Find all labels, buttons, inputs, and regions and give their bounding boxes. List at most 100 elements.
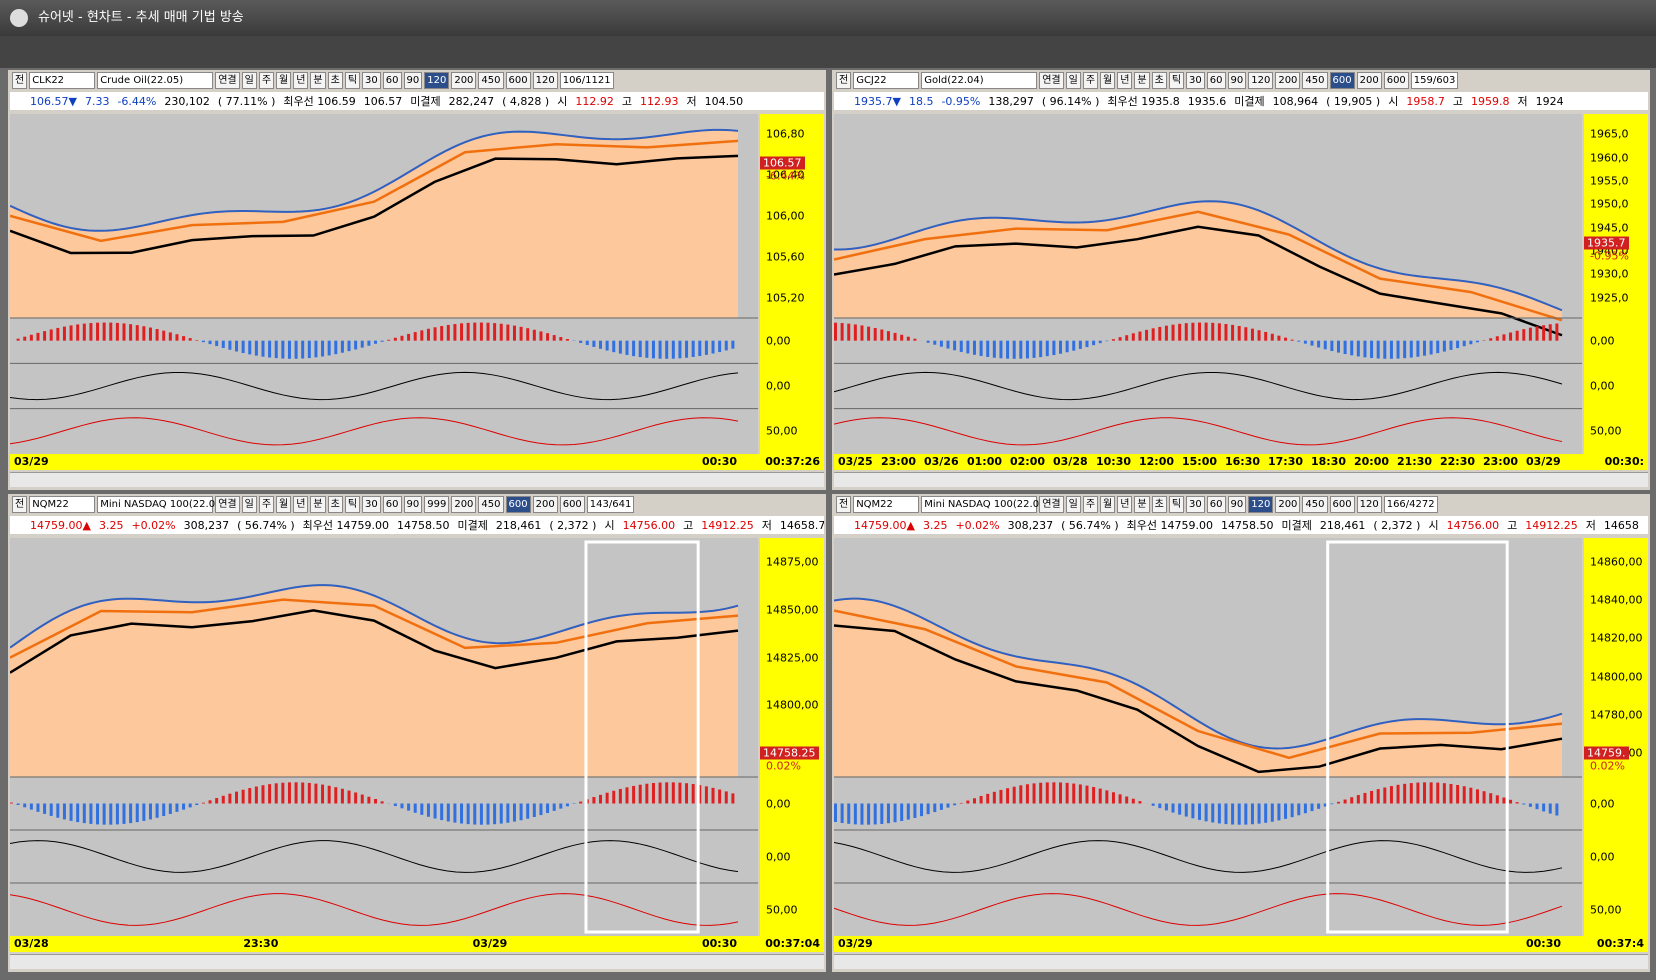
period-button[interactable]: 초 (1151, 71, 1167, 89)
period-button[interactable]: 년 (293, 71, 309, 89)
period-button[interactable]: 분 (1134, 495, 1150, 513)
oscillator (10, 371, 739, 401)
scrollbar[interactable] (834, 954, 1648, 969)
period-button[interactable]: 틱 (1168, 495, 1185, 513)
period-button[interactable]: 년 (1117, 495, 1133, 513)
period-button[interactable]: 450 (1302, 71, 1328, 89)
period-button[interactable]: 60 (382, 495, 402, 513)
period-button[interactable]: 일 (241, 495, 257, 513)
code-select[interactable]: NQM22 (853, 495, 920, 513)
period-button[interactable]: 분 (1134, 71, 1150, 89)
period-button[interactable]: 120 (1356, 495, 1382, 513)
quote-field: ( 19,905 ) (1326, 94, 1381, 108)
period-button[interactable]: 주 (1082, 495, 1099, 513)
period-button[interactable]: 월 (276, 71, 292, 89)
period-button[interactable]: 주 (258, 495, 275, 513)
period-button[interactable]: 200 (1356, 71, 1382, 89)
period-button[interactable]: 90 (403, 495, 423, 513)
quote-field: 112.93 (639, 94, 679, 108)
period-button[interactable]: 200 (1275, 495, 1301, 513)
histogram-bar (1323, 803, 1327, 807)
period-button[interactable]: 분 (310, 71, 326, 89)
period-button[interactable]: 초 (327, 495, 343, 513)
histogram-bar (1515, 802, 1519, 804)
period-button[interactable]: 90 (1227, 71, 1247, 89)
period-button[interactable]: 120 (1248, 495, 1274, 513)
histogram-bar (546, 803, 550, 814)
period-button[interactable]: 200 (451, 71, 477, 89)
period-button[interactable]: 60 (1206, 71, 1226, 89)
period-button[interactable]: 60 (382, 71, 402, 89)
histogram-bar (658, 782, 662, 804)
period-button[interactable]: 틱 (344, 71, 361, 89)
code-select[interactable]: CLK22 (29, 71, 96, 89)
period-button[interactable]: 450 (1302, 495, 1328, 513)
histogram-bar (407, 803, 411, 811)
period-button[interactable]: 200 (451, 495, 477, 513)
period-button[interactable]: 틱 (1168, 71, 1185, 89)
period-button[interactable]: 30 (362, 495, 381, 513)
period-button[interactable]: 월 (1100, 495, 1116, 513)
histogram-bar (718, 340, 722, 353)
code-select[interactable]: GCJ22 (853, 71, 920, 89)
period-button[interactable]: 일 (1065, 495, 1081, 513)
period-button[interactable]: 120 (1248, 71, 1274, 89)
period-button[interactable]: 연결 (1039, 71, 1064, 89)
period-button[interactable]: 999 (424, 495, 450, 513)
quote-field: 최우선 14759.00 (1126, 519, 1213, 532)
histogram-bar (1264, 803, 1268, 823)
mode-button[interactable]: 전 (836, 495, 852, 513)
period-button[interactable]: 주 (1082, 71, 1099, 89)
period-button[interactable]: 분 (310, 495, 326, 513)
period-button[interactable]: 60 (1206, 495, 1226, 513)
period-button[interactable]: 600 (505, 71, 531, 89)
mode-button[interactable]: 전 (836, 71, 852, 89)
period-button[interactable]: 600 (1329, 71, 1355, 89)
period-button[interactable]: 월 (1100, 71, 1116, 89)
period-button[interactable]: 450 (478, 495, 504, 513)
period-button[interactable]: 년 (1117, 71, 1133, 89)
time-label: 00:37:04 (765, 937, 820, 950)
period-button[interactable]: 90 (1227, 495, 1247, 513)
period-button[interactable]: 초 (1151, 495, 1167, 513)
period-button[interactable]: 틱 (344, 495, 361, 513)
mode-button[interactable]: 전 (12, 495, 28, 513)
period-button[interactable]: 연결 (1039, 495, 1064, 513)
period-button[interactable]: 600 (559, 495, 585, 513)
histogram-bar (29, 803, 33, 810)
period-button[interactable]: 120 (532, 71, 558, 89)
histogram-bar (1257, 803, 1261, 824)
period-button[interactable]: 600 (1383, 71, 1409, 89)
period-button[interactable]: 600 (1329, 495, 1355, 513)
period-button[interactable]: 600 (505, 495, 531, 513)
period-button[interactable]: 90 (403, 71, 423, 89)
period-button[interactable]: 연결 (215, 495, 240, 513)
histogram-bar (953, 340, 957, 351)
scrollbar[interactable] (10, 954, 824, 969)
histogram-bar (327, 785, 331, 804)
mode-button[interactable]: 전 (12, 71, 28, 89)
scrollbar[interactable] (10, 472, 824, 487)
scrollbar[interactable] (834, 472, 1648, 487)
period-button[interactable]: 30 (362, 71, 381, 89)
histogram-bar (1317, 803, 1321, 809)
period-button[interactable]: 200 (1275, 71, 1301, 89)
period-button[interactable]: 년 (293, 495, 309, 513)
quote-field: 14912.25 (701, 518, 754, 532)
period-button[interactable]: 200 (532, 495, 558, 513)
period-button[interactable]: 월 (276, 495, 292, 513)
period-button[interactable]: 초 (327, 71, 343, 89)
histogram-bar (479, 322, 483, 341)
period-button[interactable]: 주 (258, 71, 275, 89)
period-button[interactable]: 30 (1186, 71, 1205, 89)
quote-field: 미결제 (457, 519, 488, 532)
period-button[interactable]: 일 (241, 71, 257, 89)
period-button[interactable]: 일 (1065, 71, 1081, 89)
period-button[interactable]: 연결 (215, 71, 240, 89)
period-button[interactable]: 30 (1186, 495, 1205, 513)
histogram-bar (23, 336, 27, 341)
product-name: Gold(22.04) (921, 71, 1038, 89)
period-button[interactable]: 450 (478, 71, 504, 89)
period-button[interactable]: 120 (424, 71, 450, 89)
code-select[interactable]: NQM22 (29, 495, 96, 513)
